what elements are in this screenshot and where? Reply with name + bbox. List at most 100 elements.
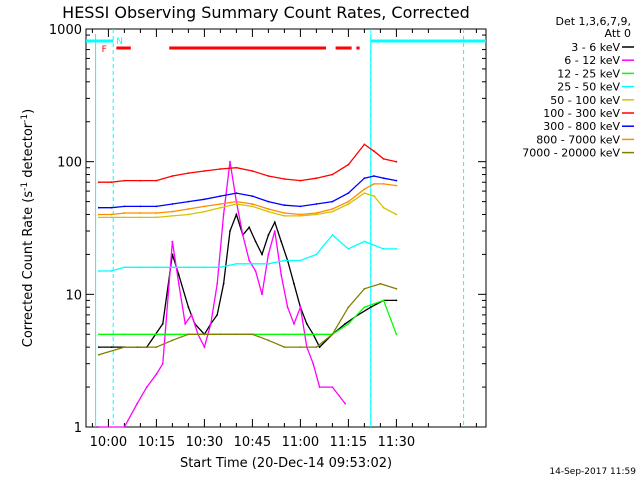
y-tick-label: 1 [74, 421, 82, 436]
series-point-5 [123, 179, 126, 182]
series-point-5 [299, 179, 302, 182]
night-flag-label: N [116, 37, 123, 47]
series-point-5 [110, 181, 113, 184]
series-point-3 [203, 266, 206, 269]
legend-label-4: 50 - 100 keV [550, 94, 620, 107]
series-point-7 [171, 210, 174, 213]
series-point-8 [347, 306, 350, 309]
series-point-1 [222, 213, 225, 216]
footer-timestamp: 14-Sep-2017 11:59 [549, 467, 636, 477]
series-point-4 [373, 195, 375, 198]
series-point-7 [219, 203, 222, 205]
legend-header-line2: Att 0 [605, 27, 631, 40]
series-point-1 [331, 386, 334, 388]
x-tick-label: 11:15 [330, 435, 367, 450]
series-point-1 [161, 362, 164, 365]
series-point-3 [97, 270, 100, 272]
series-point-1 [267, 253, 270, 256]
series-point-8 [97, 353, 100, 356]
series-point-2 [123, 333, 126, 336]
series-point-1 [136, 402, 139, 405]
series-point-6 [251, 195, 254, 198]
series-point-4 [363, 192, 366, 195]
series-point-4 [299, 215, 302, 217]
series-point-3 [139, 266, 142, 269]
series-point-6 [347, 192, 350, 195]
series-point-1 [216, 282, 219, 285]
series-point-8 [203, 333, 206, 336]
series-point-1 [299, 306, 302, 309]
series-point-1 [273, 230, 276, 232]
series-point-3 [382, 248, 385, 250]
series-point-5 [97, 181, 100, 184]
legend-label-7: 800 - 7000 keV [536, 133, 620, 146]
series-point-7 [395, 184, 398, 187]
series-point-3 [347, 248, 350, 250]
series-point-6 [97, 206, 100, 209]
series-point-8 [267, 339, 270, 342]
y-axis-ticks: 1 10 100 1000 [49, 23, 486, 436]
series-point-7 [235, 200, 238, 203]
series-point-1 [97, 426, 100, 428]
series-point-8 [171, 339, 174, 342]
series-point-4 [315, 213, 318, 216]
series-point-8 [155, 346, 158, 348]
y-axis-label-mid: detector [21, 122, 36, 182]
series-point-4 [110, 216, 113, 219]
series-line-2 [98, 299, 398, 335]
series-point-0 [235, 213, 238, 216]
series-point-6 [267, 200, 270, 203]
series-point-0 [318, 346, 321, 348]
series-point-0 [369, 306, 372, 309]
legend-label-5: 100 - 300 keV [543, 107, 620, 120]
series-point-6 [187, 200, 190, 203]
series-point-0 [177, 274, 180, 276]
series-point-5 [373, 150, 375, 153]
y-tick-label: 10 [65, 288, 82, 303]
series-point-3 [251, 262, 254, 265]
series-point-7 [110, 213, 113, 216]
series-point-2 [155, 333, 158, 336]
series-point-1 [177, 282, 180, 285]
series-point-8 [315, 346, 318, 348]
series-point-3 [235, 262, 238, 265]
legend-label-3: 25 - 50 keV [557, 81, 620, 94]
series-point-5 [382, 158, 385, 160]
y-axis-label-main: Corrected Count Rate (s [21, 191, 36, 348]
series-point-4 [395, 213, 398, 216]
x-axis-label: Start Time (20-Dec-14 09:53:02) [180, 456, 392, 471]
series-point-6 [155, 205, 158, 208]
series-point-1 [190, 314, 193, 316]
series-point-0 [254, 240, 257, 243]
series-point-1 [312, 362, 315, 365]
series-point-8 [299, 346, 302, 348]
series-point-6 [110, 206, 113, 209]
series-point-0 [97, 346, 100, 348]
series-point-1 [261, 293, 263, 296]
series-point-8 [395, 287, 398, 290]
series-point-8 [379, 282, 382, 285]
series-point-7 [315, 212, 318, 214]
series-point-5 [315, 177, 318, 180]
series-point-4 [171, 215, 174, 217]
series-point-4 [219, 206, 222, 209]
series-point-6 [171, 203, 174, 205]
series-point-0 [395, 299, 398, 302]
series-point-3 [299, 259, 302, 262]
series-point-6 [235, 192, 238, 195]
series-point-6 [123, 205, 126, 208]
series-point-1 [229, 160, 231, 163]
series-point-7 [187, 208, 190, 210]
series-point-5 [171, 175, 174, 177]
series-point-4 [283, 215, 286, 217]
series-point-5 [219, 168, 222, 170]
series-point-4 [203, 210, 206, 213]
series-point-5 [251, 170, 254, 172]
series-point-1 [286, 306, 289, 309]
flare-flag-label: F [102, 45, 107, 55]
series-point-1 [209, 322, 212, 325]
series-point-1 [123, 426, 126, 428]
series-point-5 [155, 179, 158, 182]
series-point-8 [283, 346, 286, 348]
